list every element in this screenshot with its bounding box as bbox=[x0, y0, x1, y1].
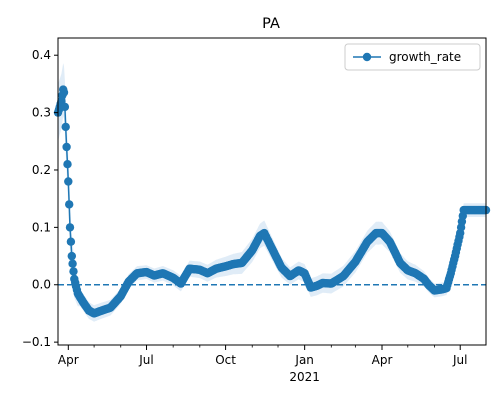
x-tick-label: Jan bbox=[294, 353, 314, 367]
data-point bbox=[67, 251, 77, 261]
confidence-band bbox=[58, 63, 486, 322]
data-point bbox=[62, 142, 71, 152]
plot-frame bbox=[57, 37, 487, 346]
legend: growth_rate bbox=[344, 43, 481, 71]
data-point bbox=[64, 177, 73, 186]
y-tick-label: 0.1 bbox=[32, 220, 51, 234]
x-tick-label: Jul bbox=[138, 353, 153, 367]
data-point bbox=[61, 122, 70, 132]
axis-layer: −0.1 0.0 0.1 0.2 0.3 0.4 Apr Jul Oct Jan Apr Jul 202… bbox=[22, 37, 487, 384]
data-point bbox=[63, 160, 72, 169]
confidence-band-layer bbox=[58, 63, 486, 322]
x-tick-label: Oct bbox=[215, 353, 236, 367]
x-tick-label: Apr bbox=[58, 353, 79, 367]
data-point bbox=[69, 267, 78, 276]
y-tick-label: −0.1 bbox=[22, 335, 51, 349]
legend-label: growth_rate bbox=[389, 50, 461, 64]
y-tick-label: 0.4 bbox=[32, 48, 51, 62]
y-tick-label: 0.2 bbox=[32, 163, 51, 177]
legend-marker-swatch bbox=[362, 52, 372, 62]
x-year-label: 2021 bbox=[289, 370, 320, 384]
data-point bbox=[65, 223, 75, 232]
data-point bbox=[65, 200, 74, 209]
legend-box bbox=[344, 43, 481, 71]
data-point bbox=[66, 237, 76, 246]
data-point bbox=[59, 88, 69, 97]
y-tick-label: 0.0 bbox=[32, 278, 51, 292]
x-tick-label: Apr bbox=[372, 353, 393, 367]
x-tick-label: Jul bbox=[452, 353, 467, 367]
series-layer bbox=[53, 85, 491, 318]
data-point bbox=[60, 102, 70, 112]
chart-title: PA bbox=[262, 16, 280, 32]
y-tick-label: 0.3 bbox=[32, 106, 51, 120]
data-point bbox=[68, 259, 77, 268]
